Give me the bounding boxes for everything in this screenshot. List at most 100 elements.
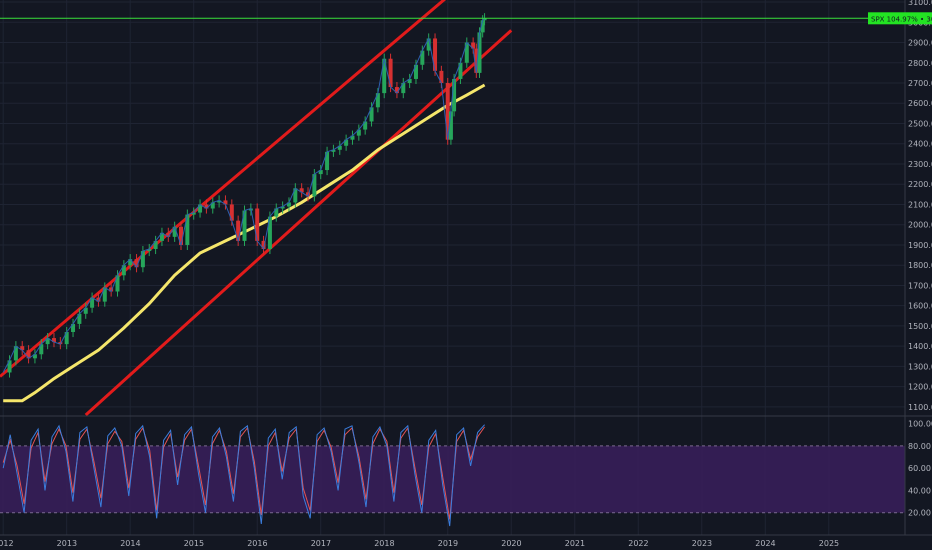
- stoch-band: [0, 445, 905, 513]
- candle-body: [325, 151, 330, 171]
- candle-body: [480, 20, 485, 33]
- candle-body: [464, 42, 469, 63]
- candle-body: [147, 249, 152, 252]
- candle-body: [394, 87, 399, 94]
- candle-body: [121, 265, 126, 276]
- candle-body: [293, 188, 298, 203]
- y-tick-label: 2500.0: [908, 119, 932, 128]
- y-tick-label: 2800.0: [908, 59, 932, 68]
- candle-body: [267, 216, 272, 249]
- candle-body: [26, 350, 31, 359]
- candle-body: [477, 32, 482, 73]
- y-tick-label: 1200.0: [908, 383, 932, 392]
- y-tick-label: 2200.0: [908, 180, 932, 189]
- x-tick-label: 2021: [565, 539, 585, 548]
- candle-body: [236, 220, 241, 241]
- candle-body: [445, 83, 450, 140]
- candle-body: [274, 208, 279, 217]
- candle-body: [255, 208, 260, 241]
- candle-body: [134, 259, 139, 268]
- osc-y-tick-label: 40.00: [908, 486, 931, 495]
- candle-body: [7, 360, 12, 373]
- candle-body: [179, 226, 183, 245]
- candle-body: [217, 200, 222, 203]
- y-tick-label: 1300.0: [908, 362, 932, 371]
- candle-body: [242, 210, 247, 241]
- candle-body: [204, 204, 209, 209]
- x-tick-label: 2013: [57, 539, 77, 548]
- candle-body: [286, 202, 291, 207]
- candle-body: [306, 192, 311, 197]
- y-tick-label: 2000.0: [908, 221, 932, 230]
- x-tick-label: 2014: [120, 539, 140, 548]
- y-tick-label: 1500.0: [908, 322, 932, 331]
- y-tick-label: 2600.0: [908, 99, 932, 108]
- candle-body: [420, 50, 425, 65]
- candle-body: [280, 206, 285, 209]
- candle-body: [413, 64, 418, 79]
- candle-body: [471, 42, 476, 49]
- y-tick-label: 1800.0: [908, 261, 932, 270]
- candle-body: [458, 62, 463, 79]
- channel-lower-line: [84, 29, 513, 417]
- candle-body: [102, 287, 107, 302]
- x-tick-label: 2012: [0, 539, 14, 548]
- candle-body: [426, 38, 431, 51]
- x-tick-label: 2018: [374, 539, 394, 548]
- candle-body: [344, 139, 349, 146]
- y-tick-label: 1600.0: [908, 302, 932, 311]
- candle-body: [198, 204, 203, 213]
- candle-body: [318, 170, 323, 175]
- candle-body: [64, 332, 69, 345]
- x-tick-label: 2017: [311, 539, 331, 548]
- osc-y-tick-label: 20.00: [908, 509, 931, 518]
- osc-y-tick-label: 80.00: [908, 442, 931, 451]
- candle-body: [191, 212, 196, 215]
- candle-body: [299, 188, 304, 193]
- candle-body: [51, 338, 56, 343]
- candle-body: [312, 174, 317, 197]
- candle-body: [337, 145, 342, 150]
- candle-body: [363, 121, 368, 130]
- candle-body: [159, 232, 164, 241]
- candle-body: [210, 202, 215, 209]
- candle-body: [356, 129, 361, 136]
- price-tag: [868, 12, 932, 25]
- x-tick-label: 2019: [438, 539, 458, 548]
- candle-body: [185, 214, 190, 245]
- channel-upper-line: [0, 0, 447, 378]
- x-tick-label: 2020: [501, 539, 521, 548]
- candle-body: [331, 149, 336, 152]
- candle-body: [140, 251, 145, 268]
- candle-body: [448, 111, 453, 140]
- y-tick-label: 3100.0: [908, 0, 932, 7]
- candle-body: [166, 232, 171, 237]
- candle-body: [407, 78, 412, 83]
- candle-body: [77, 313, 82, 324]
- candle-body: [229, 204, 234, 221]
- ma-line: [3, 83, 486, 403]
- x-tick-label: 2015: [184, 539, 204, 548]
- y-tick-label: 2700.0: [908, 79, 932, 88]
- candle-body: [375, 93, 380, 108]
- x-tick-label: 2025: [819, 539, 839, 548]
- stoch-d-line: [2, 426, 486, 520]
- candle-body: [90, 297, 95, 308]
- oscillator-series: [2, 424, 486, 527]
- candle-body: [128, 259, 133, 266]
- candle-body: [369, 107, 374, 122]
- candle-body: [96, 297, 101, 302]
- candle-body: [452, 78, 457, 112]
- candle-body: [482, 18, 487, 21]
- close-line: [2, 17, 485, 373]
- candle-body: [439, 70, 444, 83]
- candle-body: [474, 48, 479, 73]
- candle-body: [32, 354, 37, 359]
- candle-body: [172, 226, 177, 237]
- osc-y-tick-label: 100.00: [908, 420, 932, 429]
- candle-body: [433, 38, 438, 71]
- candle-body: [13, 346, 18, 361]
- osc-y-tick-label: 60.00: [908, 464, 931, 473]
